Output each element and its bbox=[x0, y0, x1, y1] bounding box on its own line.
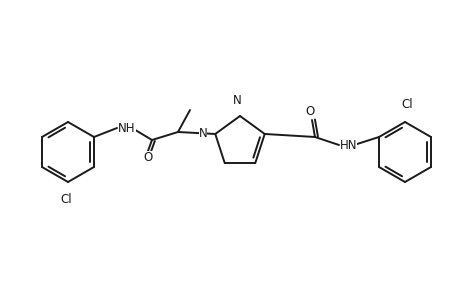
Text: O: O bbox=[305, 104, 314, 118]
Text: Cl: Cl bbox=[60, 193, 72, 206]
Text: N: N bbox=[198, 128, 207, 140]
Text: O: O bbox=[143, 151, 152, 164]
Text: Cl: Cl bbox=[400, 98, 412, 111]
Text: HN: HN bbox=[339, 139, 357, 152]
Text: N: N bbox=[232, 94, 241, 107]
Text: NH: NH bbox=[118, 122, 135, 134]
